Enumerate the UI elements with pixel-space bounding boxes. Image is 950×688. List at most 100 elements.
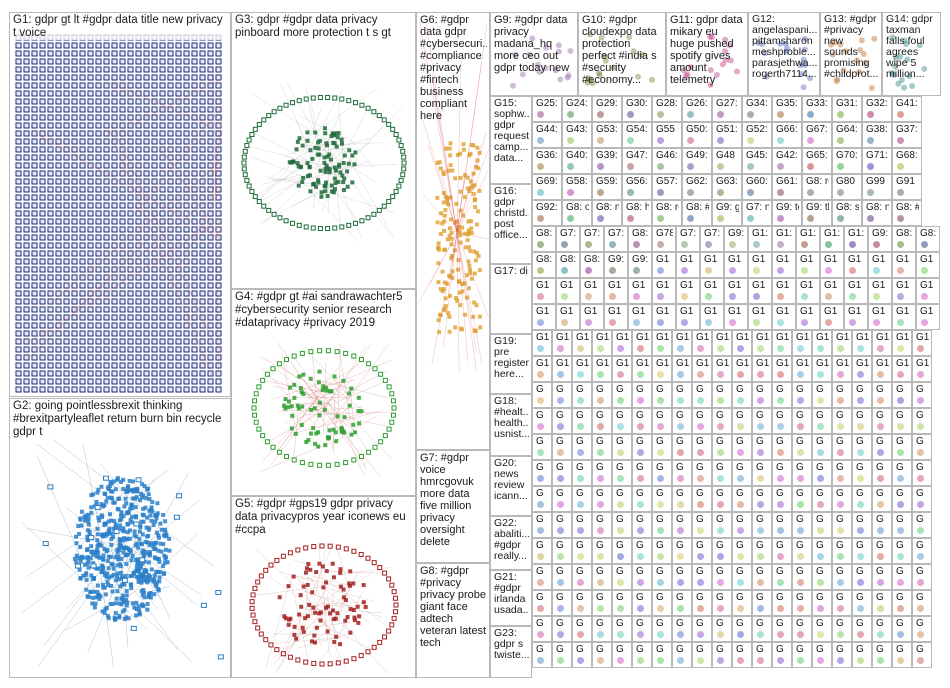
node-marker [557, 475, 564, 482]
node-marker [577, 501, 584, 508]
group-panel-g12: G12: angelaspani... pittamsharon meshpro… [748, 12, 820, 96]
small-group-label: G1 [536, 280, 550, 291]
small-group-panel: G7: #g... [700, 226, 724, 252]
node-marker [534, 61, 541, 68]
node-marker [167, 354, 174, 361]
node-marker [79, 314, 86, 321]
node-marker [145, 576, 150, 581]
node-marker [376, 207, 382, 213]
node-marker [135, 154, 142, 161]
node-marker [103, 194, 110, 201]
node-marker [86, 516, 91, 521]
node-marker [577, 371, 584, 378]
small-group-label: G42: xba... #ex... [776, 150, 799, 161]
node-marker [597, 631, 604, 638]
node-marker [87, 346, 94, 353]
small-group-panel: G33: priva... bigid... [802, 96, 832, 122]
node-marker [567, 189, 574, 196]
node-marker [310, 95, 316, 101]
node-marker [135, 82, 142, 89]
node-marker [199, 370, 206, 377]
node-marker [104, 499, 109, 504]
small-group-label: G8: #g... [896, 202, 919, 213]
small-group-panel: G80 [832, 174, 862, 200]
node-marker [151, 226, 158, 233]
node-marker [617, 605, 624, 612]
small-group-label: G [716, 592, 724, 603]
node-marker [148, 595, 153, 600]
node-marker [143, 354, 150, 361]
node-marker [365, 649, 371, 655]
small-group-label: G1 [776, 306, 790, 317]
node-marker [382, 377, 388, 383]
node-marker [95, 98, 102, 105]
node-marker [87, 90, 94, 97]
node-marker [119, 338, 126, 345]
node-marker [79, 74, 86, 81]
node-marker [349, 386, 354, 391]
node-marker [114, 596, 119, 601]
small-group-panel: G9: sto... [604, 252, 628, 278]
node-marker [87, 58, 94, 65]
node-marker [461, 142, 466, 147]
node-marker [453, 325, 458, 330]
node-marker [15, 346, 22, 353]
node-marker [215, 314, 222, 321]
edge [272, 379, 341, 411]
node-marker [327, 167, 332, 172]
node-marker [167, 114, 174, 121]
node-marker [55, 42, 62, 49]
node-marker [777, 605, 784, 612]
node-marker [305, 582, 310, 587]
small-group-panel: G1 [700, 252, 724, 278]
node-marker [215, 378, 222, 385]
group-label-g3: G3: gdpr #gdpr data privacy pinboard mor… [235, 14, 391, 39]
small-group-panel: G1 [812, 356, 832, 382]
node-marker [207, 42, 214, 49]
node-marker [143, 170, 150, 177]
node-marker [117, 601, 122, 606]
node-marker [95, 583, 100, 588]
small-group-panel: G9: gd... [712, 200, 742, 226]
node-marker [798, 70, 805, 77]
node-marker [122, 529, 127, 534]
node-marker [627, 163, 634, 170]
small-group-label: G1 [896, 358, 909, 369]
node-marker [657, 267, 664, 274]
group-panel-g8: G8: #gdpr #privacy privacy probe giant f… [416, 563, 490, 678]
node-marker [199, 58, 206, 65]
node-marker [207, 98, 214, 105]
small-group-panel: G [852, 642, 872, 668]
small-group-label: G1 [576, 358, 589, 369]
node-marker [597, 423, 604, 430]
node-marker [145, 601, 150, 606]
small-group-panel: G [672, 408, 692, 434]
node-marker [106, 485, 111, 490]
node-marker [289, 404, 294, 409]
node-marker [87, 178, 94, 185]
small-group-label: G [736, 592, 744, 603]
small-group-panel: G [772, 408, 792, 434]
node-marker [79, 138, 86, 145]
node-marker [116, 507, 121, 512]
node-marker [127, 258, 134, 265]
node-marker [207, 50, 214, 57]
node-marker [335, 544, 341, 550]
node-marker [71, 314, 78, 321]
small-group-panel: G53: gdp... [592, 122, 622, 148]
node-marker [391, 589, 397, 595]
node-marker [325, 94, 331, 100]
node-marker [347, 391, 352, 396]
small-group-panel: G [732, 486, 752, 512]
node-marker [111, 154, 118, 161]
node-marker [47, 122, 54, 129]
node-marker [183, 338, 190, 345]
small-group-label: G [796, 644, 804, 655]
small-group-panel: G [692, 538, 712, 564]
node-marker [154, 540, 159, 545]
small-group-panel: G57: tim... [652, 174, 682, 200]
node-marker [95, 106, 102, 113]
small-group-panel: G8: ou... [562, 200, 592, 226]
node-marker [634, 73, 641, 80]
node-marker [393, 609, 399, 615]
